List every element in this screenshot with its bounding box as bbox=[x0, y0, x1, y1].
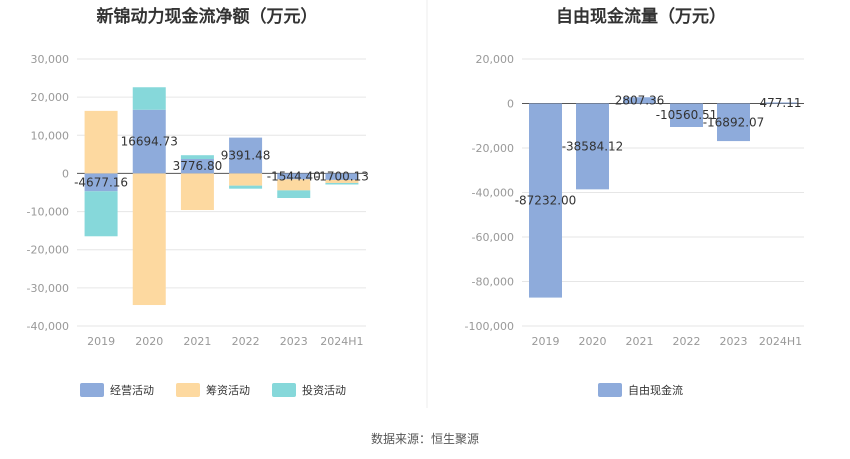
legend-label-1: 自由现金流 bbox=[628, 383, 683, 397]
legend-swatch-1 bbox=[598, 383, 622, 397]
bar-3-3 bbox=[180, 155, 214, 160]
legend-swatch-2 bbox=[176, 383, 200, 397]
legend-label-3: 投资活动 bbox=[302, 383, 346, 397]
y-tick-label: -40,000 bbox=[472, 187, 514, 200]
x-tick-label: 2024H1 bbox=[320, 335, 363, 348]
bar-2-2 bbox=[132, 173, 166, 306]
data-label: -1700.13 bbox=[315, 170, 369, 184]
y-tick-label: -60,000 bbox=[472, 231, 514, 244]
data-label: 477.11 bbox=[760, 96, 802, 110]
y-tick-label: -10,000 bbox=[27, 206, 69, 219]
bar-1-1 bbox=[529, 103, 562, 298]
data-label: -38584.12 bbox=[562, 139, 624, 153]
legend-swatch-3 bbox=[272, 383, 296, 397]
bar-3-5 bbox=[277, 190, 311, 199]
bar-1-3 bbox=[180, 159, 214, 174]
x-tick-label: 2022 bbox=[232, 335, 260, 348]
data-label: 16694.73 bbox=[121, 135, 178, 149]
bar-2-4 bbox=[229, 173, 263, 186]
bar-1-6 bbox=[325, 173, 359, 180]
x-tick-label: 2021 bbox=[183, 335, 211, 348]
x-tick-label: 2021 bbox=[626, 335, 654, 348]
bar-1-6 bbox=[764, 102, 797, 104]
bar-1-5 bbox=[277, 173, 311, 180]
y-tick-label: 30,000 bbox=[31, 53, 70, 66]
source-note: 数据来源：恒生聚源 bbox=[370, 432, 479, 446]
data-label: 2807.36 bbox=[615, 93, 665, 107]
bar-1-4 bbox=[229, 137, 263, 174]
bar-3-1 bbox=[84, 191, 118, 237]
bar-2-6 bbox=[325, 179, 359, 183]
bar-1-3 bbox=[623, 97, 656, 104]
x-tick-label: 2020 bbox=[135, 335, 163, 348]
legend-label-2: 筹资活动 bbox=[206, 383, 250, 397]
y-tick-label: -20,000 bbox=[472, 142, 514, 155]
y-tick-label: -80,000 bbox=[472, 276, 514, 289]
data-label: -10560.51 bbox=[656, 108, 718, 122]
bar-2-1 bbox=[84, 110, 118, 174]
x-tick-label: 2024H1 bbox=[759, 335, 802, 348]
bar-3-6 bbox=[325, 182, 359, 185]
left-chart: 30,000 20,000 10,000 0 -10,000 -20,000 -30,000… bbox=[27, 53, 369, 397]
y-tick-label: -40,000 bbox=[27, 320, 69, 333]
y-tick-label: 0 bbox=[62, 167, 69, 180]
bar-2-3 bbox=[180, 173, 214, 211]
y-tick-label: -20,000 bbox=[27, 244, 69, 257]
bar-1-2 bbox=[132, 109, 166, 174]
y-tick-label: -30,000 bbox=[27, 282, 69, 295]
y-tick-label: 20,000 bbox=[31, 91, 70, 104]
left-chart-title: 新锦动力现金流净额（万元） bbox=[97, 6, 318, 27]
y-tick-label: 20,000 bbox=[476, 53, 515, 66]
x-tick-label: 2023 bbox=[280, 335, 308, 348]
bar-1-4 bbox=[670, 103, 703, 127]
data-label: -4677.16 bbox=[74, 175, 128, 189]
right-chart: 20,000 0 -20,000 -40,000 -60,000 -80,000 -100,… bbox=[465, 53, 804, 397]
bar-1-5 bbox=[717, 103, 750, 142]
bar-3-2 bbox=[132, 87, 166, 110]
bar-2-5 bbox=[277, 179, 311, 191]
bar-3-4 bbox=[229, 185, 263, 189]
x-tick-label: 2019 bbox=[87, 335, 115, 348]
data-label: -16892.07 bbox=[703, 115, 765, 129]
bar-1-1 bbox=[84, 173, 118, 192]
x-tick-label: 2019 bbox=[532, 335, 560, 348]
legend-swatch-1 bbox=[80, 383, 104, 397]
y-tick-label: 0 bbox=[507, 98, 514, 111]
data-label: 3776.80 bbox=[173, 159, 223, 173]
x-tick-label: 2022 bbox=[673, 335, 701, 348]
right-chart-title: 自由现金流量（万元） bbox=[556, 6, 726, 27]
bar-1-2 bbox=[576, 103, 609, 190]
x-tick-label: 2023 bbox=[720, 335, 748, 348]
x-tick-label: 2020 bbox=[579, 335, 607, 348]
y-tick-label: -100,000 bbox=[465, 320, 514, 333]
legend-label-1: 经营活动 bbox=[110, 383, 154, 397]
data-label: -1544.40 bbox=[267, 169, 321, 183]
data-label: 9391.48 bbox=[221, 149, 271, 163]
y-tick-label: 10,000 bbox=[31, 129, 70, 142]
data-label: -87232.00 bbox=[515, 194, 577, 208]
